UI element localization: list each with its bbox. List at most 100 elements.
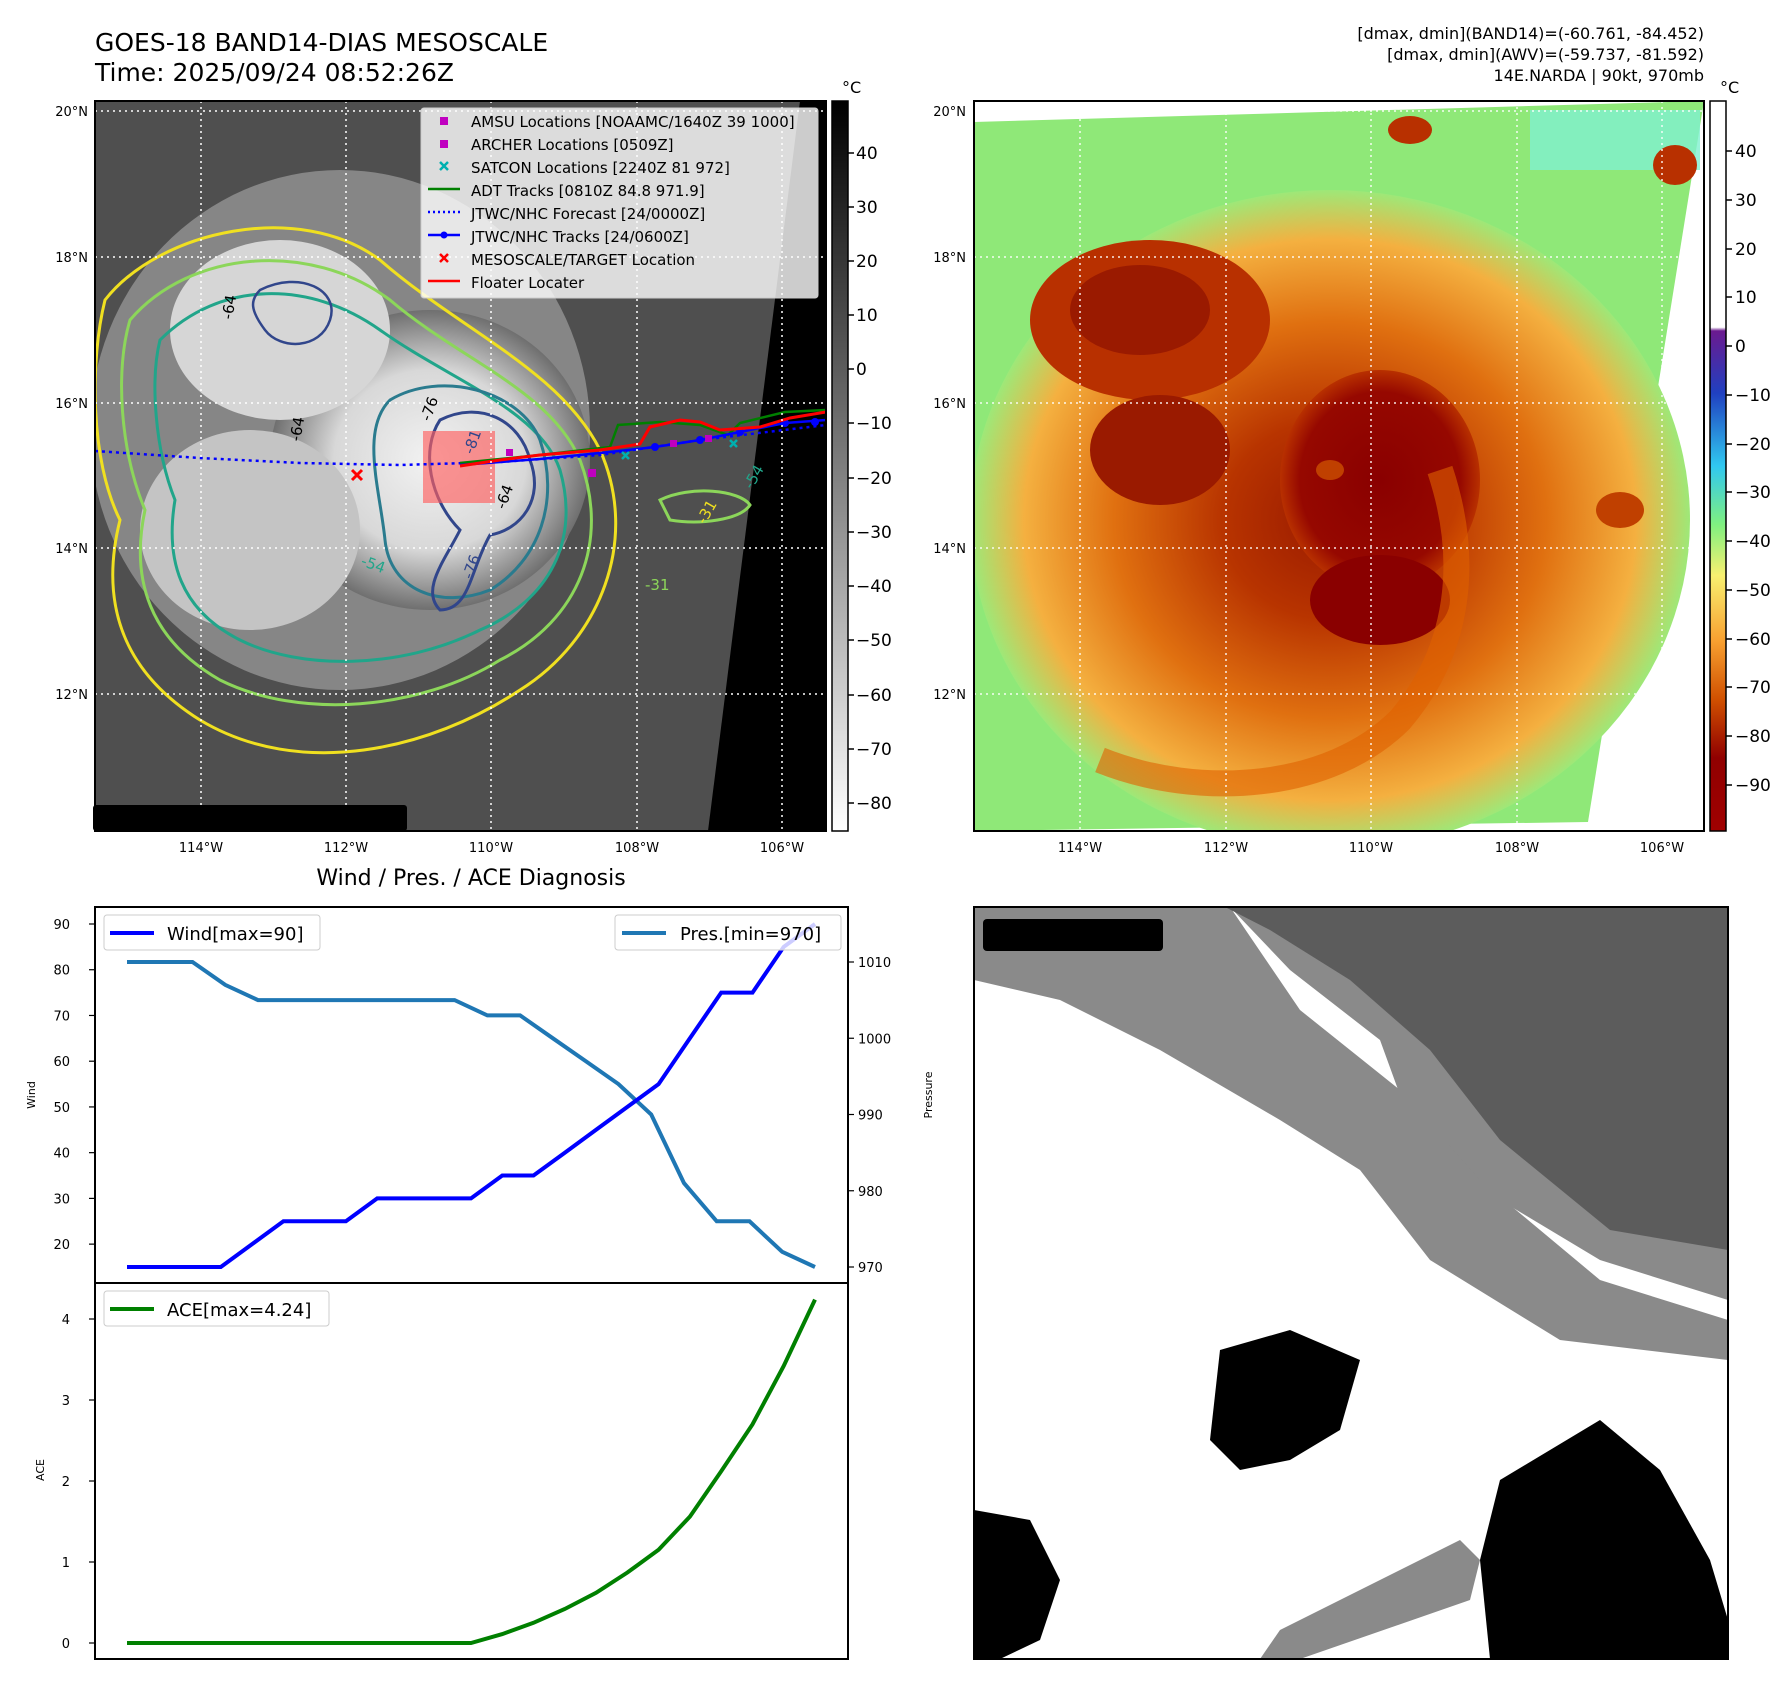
awv-core: [1280, 370, 1480, 590]
ace-tick-label: 1: [62, 1556, 70, 1571]
ace-tick-label: 4: [62, 1313, 70, 1328]
lat-label: 16°N: [933, 397, 966, 412]
lat-label: 12°N: [933, 688, 966, 703]
satcon-markers: [621, 439, 738, 460]
legend-forecast: JTWC/NHC Forecast [24/0000Z]: [470, 205, 705, 223]
ir-lat-labels: 20°N 18°N 16°N 14°N 12°N: [55, 105, 88, 703]
pressure-axis-label: Pressure: [922, 1071, 935, 1118]
jtwc-track-line: [459, 418, 826, 467]
ir-colorbar-tick-label: −20: [856, 469, 892, 489]
ace-tick-label: 2: [62, 1475, 70, 1490]
awv-patch: [1388, 116, 1432, 144]
ir-map-panel: -64 -64 -76 -81 -54 -76 -64 -31 -31 -54: [93, 100, 827, 832]
timestamp: Time: 2025/09/24 08:52:26Z: [94, 58, 454, 87]
awv-colorbar-tick-label: −40: [1735, 532, 1771, 552]
awv-eye: [1316, 460, 1344, 480]
contour-label: -31: [645, 576, 670, 594]
legend-markers: [428, 117, 460, 283]
awv-colorbar-tick-label: −60: [1735, 630, 1771, 650]
contour-label: -64: [218, 293, 240, 320]
contour-yellow: [95, 226, 618, 755]
lon-label: 106°W: [1640, 841, 1684, 856]
ir-colorbar-tick-label: 30: [856, 198, 878, 218]
awv-colorbar-tick-label: 0: [1735, 337, 1746, 357]
wind-tick-label: 20: [53, 1238, 70, 1253]
ace-line: [127, 1298, 817, 1645]
ir-colorbar-tick-label: −80: [856, 794, 892, 814]
contour-label: -64: [286, 415, 308, 442]
ace-tick-label: 0: [62, 1637, 70, 1652]
wind-tick-label: 90: [53, 918, 70, 933]
wind-tick-label: 30: [53, 1192, 70, 1207]
awv-spiral-band: [1095, 465, 1470, 797]
lon-label: 110°W: [1349, 841, 1393, 856]
ir-west-cluster: [140, 430, 360, 630]
contour-green: [153, 292, 568, 663]
awv-colorbar-tick-label: −20: [1735, 435, 1771, 455]
wmg-gray-streak: [1260, 1540, 1480, 1659]
copyright-text: Copyright © 2020-2025 Dapiya: [99, 809, 378, 828]
legend-floater: Floater Locater: [471, 274, 585, 292]
wmg-black-region: [1210, 1330, 1360, 1470]
copyright-box: [93, 805, 407, 831]
legend-target: MESOSCALE/TARGET Location: [471, 251, 695, 269]
legend-adt: ADT Tracks [0810Z 84.8 971.9]: [471, 182, 705, 200]
awv-lon-labels: 114°W 112°W 110°W 108°W 106°W: [1058, 841, 1684, 856]
legend-amsu: AMSU Locations [NOAAMC/1640Z 39 1000]: [471, 113, 795, 131]
ir-lon-labels: 114°W 112°W 110°W 108°W 106°W: [179, 841, 804, 856]
lon-label: 114°W: [1058, 841, 1102, 856]
ir-colorbar-tick-label: −30: [856, 523, 892, 543]
ace-axis-label: ACE: [34, 1459, 47, 1481]
wind-legend-label: Wind[max=90]: [167, 924, 304, 945]
awv-colorbar-tick-label: −50: [1735, 581, 1771, 601]
pressure-tick-label: 1000: [858, 1032, 891, 1047]
lon-label: 106°W: [760, 841, 804, 856]
contour-green-east: [657, 489, 752, 524]
diagnosis-title: Wind / Pres. / ACE Diagnosis: [316, 866, 625, 891]
stats-awv: [dmax, dmin](AWV)=(-59.737, -81.592): [1387, 45, 1704, 64]
ir-colorbar-tick-label: 40: [856, 144, 878, 164]
wind-tick-label: 50: [53, 1101, 70, 1116]
wind-tick-label: 60: [53, 1055, 70, 1070]
awv-colorbar-tick-label: 20: [1735, 240, 1757, 260]
contour-blue: [428, 410, 536, 612]
stats-band14: [dmax, dmin](BAND14)=(-60.761, -84.452): [1357, 24, 1704, 43]
pressure-tick-label: 970: [858, 1261, 883, 1276]
ace-tick-label: 3: [62, 1394, 70, 1409]
wmg-count-box: [983, 919, 1163, 951]
ir-colorbar-unit: °C: [842, 78, 861, 97]
wind-axis-ticks: 20 30 40 50 60 70 80 90: [53, 918, 95, 1253]
ir-north-cluster: [170, 240, 390, 420]
lon-label: 114°W: [179, 841, 223, 856]
ir-frame: [94, 100, 827, 832]
pressure-axis-ticks: 970 980 990 1000 1010: [848, 956, 891, 1276]
awv-core-south: [1310, 555, 1450, 645]
ir-colorbar-bar: [831, 100, 849, 832]
pressure-tick-label: 990: [858, 1109, 883, 1124]
awv-colorbar-tick-label: −80: [1735, 727, 1771, 747]
awv-patch: [1596, 492, 1644, 528]
wmg-panel: WMG Count: 0: [973, 906, 1729, 1660]
ir-colorbar-tick-label: 10: [856, 306, 878, 326]
ir-colorbar-tick-label: −10: [856, 414, 892, 434]
ace-axis-ticks: 0 1 2 3 4: [62, 1313, 95, 1652]
legend-satcon: SATCON Locations [2240Z 81 972]: [471, 159, 730, 177]
legend-tracks: JTWC/NHC Tracks [24/0600Z]: [470, 228, 689, 246]
awv-colorbar-tick-label: −10: [1735, 386, 1771, 406]
awv-colorbar-tick-label: −90: [1735, 776, 1771, 796]
ir-colorbar-tick-label: −70: [856, 740, 892, 760]
storm-info: 14E.NARDA | 90kt, 970mb: [1494, 66, 1704, 85]
target-box: [423, 431, 495, 503]
ir-colorbar-tick-label: 0: [856, 360, 867, 380]
wind-legend: Wind[max=90]: [103, 914, 321, 951]
awv-lat-labels: 20°N 18°N 16°N 14°N 12°N: [933, 105, 966, 703]
wmg-black-region: [974, 1510, 1060, 1659]
awv-gridlines: [974, 101, 1704, 831]
wind-axis-label: Wind: [25, 1081, 38, 1109]
awv-frame: [973, 100, 1705, 832]
awv-colorbar: °C 40 30 20 10 0 −10 −20 −30 −40 −50 −60 −70 −80 −90: [1709, 78, 1771, 832]
pressure-legend-label: Pres.[min=970]: [680, 924, 821, 945]
lat-label: 18°N: [933, 251, 966, 266]
lat-label: 20°N: [933, 105, 966, 120]
